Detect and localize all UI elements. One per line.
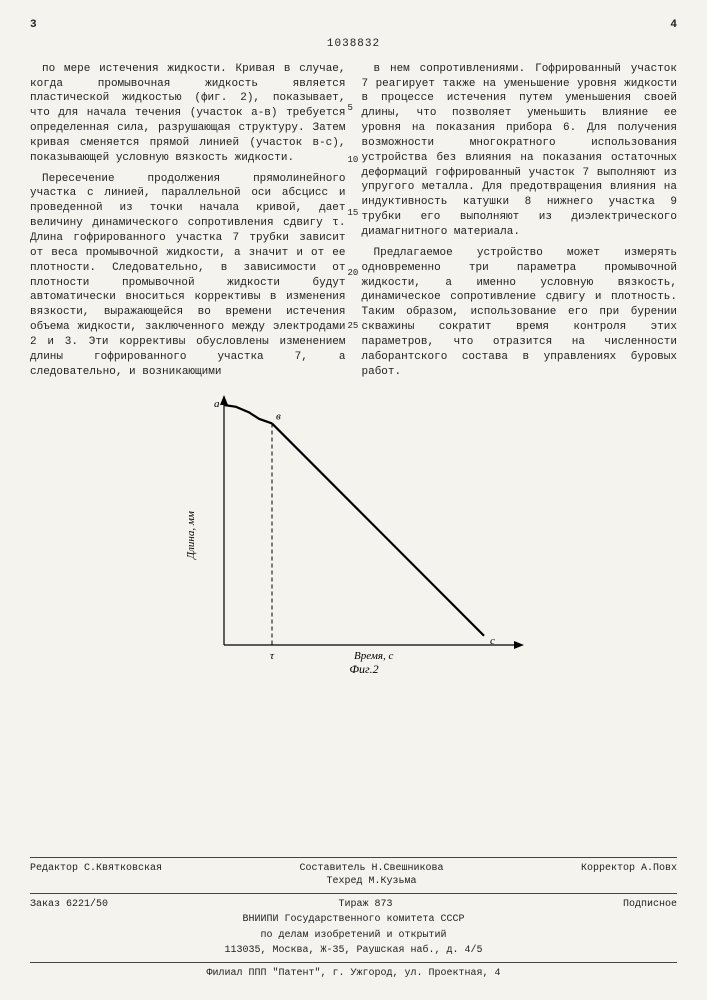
chart-container: τ a в с Длина, мм Время, сФиг.2 <box>30 395 677 675</box>
org2: по делам изобретений и открытий <box>30 929 677 943</box>
svg-text:Фиг.2: Фиг.2 <box>349 662 378 675</box>
doc-number: 1038832 <box>30 37 677 52</box>
svg-text:в: в <box>276 411 281 423</box>
order: Заказ 6221/50 <box>30 898 108 912</box>
compiler: Составитель Н.Свешникова <box>299 863 443 874</box>
right-column: 5 10 15 20 25 в нем сопротивлениями. Гоф… <box>362 62 678 386</box>
left-para-2: Пересечение продолжения прямолинейного у… <box>30 172 346 380</box>
svg-text:a: a <box>214 398 220 410</box>
svg-text:Время, с: Время, с <box>354 650 393 662</box>
addr1: 113035, Москва, Ж-35, Раушская наб., д. … <box>30 944 677 958</box>
chart-figure: τ a в с Длина, мм Время, сФиг.2 <box>184 395 524 675</box>
text-columns: по мере истечения жидкости. Кривая в слу… <box>30 62 677 386</box>
corrector: Корректор А.Повх <box>581 862 677 889</box>
tirazh: Тираж 873 <box>338 898 392 912</box>
right-para-2: Предлагаемое устройство может измерять о… <box>362 246 678 380</box>
addr2: Филиал ППП "Патент", г. Ужгород, ул. Про… <box>30 967 677 981</box>
svg-text:τ: τ <box>270 650 275 662</box>
svg-text:с: с <box>490 635 495 647</box>
svg-text:Длина, мм: Длина, мм <box>185 512 197 561</box>
page-num-right: 4 <box>670 18 677 33</box>
left-column: по мере истечения жидкости. Кривая в слу… <box>30 62 346 386</box>
left-para-1: по мере истечения жидкости. Кривая в слу… <box>30 62 346 166</box>
page-num-left: 3 <box>30 18 37 33</box>
org1: ВНИИПИ Государственного комитета СССР <box>30 913 677 927</box>
footer: Редактор С.Квятковская Составитель Н.Све… <box>30 853 677 983</box>
podpisnoe: Подписное <box>623 898 677 912</box>
right-para-1: в нем сопротивлениями. Гофрированный уча… <box>362 62 678 240</box>
editor: Редактор С.Квятковская <box>30 862 162 889</box>
techred: Техред М.Кузьма <box>326 876 416 887</box>
